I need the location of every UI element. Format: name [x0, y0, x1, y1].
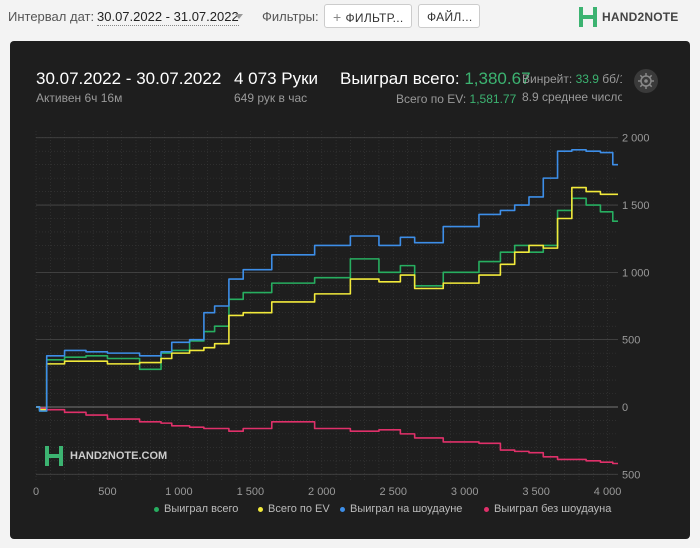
file-button-label: ФАЙЛ... [427, 10, 473, 24]
winrate-label: Винрейт: [522, 72, 573, 86]
chevron-down-icon[interactable] [235, 14, 243, 19]
hands-per-hour: 649 рук в час [234, 91, 308, 105]
legend-dot-icon [258, 506, 263, 512]
legend-label: Выиграл всего [164, 503, 239, 515]
won-total: Выиграл всего: 1,380.67 [340, 69, 531, 89]
gear-icon [638, 73, 654, 89]
series-line [36, 406, 618, 465]
x-tick-label: 500 [98, 486, 116, 498]
ev-total-label: Всего по EV: [396, 92, 467, 106]
x-tick-label: 1 000 [165, 486, 193, 498]
file-button[interactable]: ФАЙЛ... [418, 4, 480, 28]
hands-count: 4 073 Руки [234, 69, 319, 88]
y-tick-label: 0 [622, 402, 628, 414]
session-period: 30.07.2022 - 30.07.2022 [36, 69, 222, 88]
plus-icon: + [333, 9, 342, 25]
series-line [36, 149, 618, 412]
winrate-value: 33.9 [575, 72, 599, 86]
brand-name: HAND2NOTE [602, 10, 679, 24]
filter-button-label: ФИЛЬТР... [345, 11, 404, 25]
x-tick-label: 0 [33, 486, 39, 498]
won-total-value: 1,380.67 [464, 69, 531, 88]
winrate-unit: бб/1 [602, 72, 622, 86]
graph-panel: 30.07.2022 - 30.07.2022 Активен 6ч 16м 4… [10, 41, 690, 539]
y-tick-label: 2 000 [622, 133, 650, 145]
brand-logo: HAND2NOTE [578, 6, 678, 28]
filter-button[interactable]: + ФИЛЬТР... [324, 4, 412, 28]
active-time: Активен 6ч 16м [36, 91, 123, 105]
ev-total-value: 1,581.77 [469, 92, 517, 106]
filters-label: Фильтры: [262, 9, 319, 24]
y-tick-label: 1 000 [622, 267, 650, 279]
legend-item[interactable]: Выиграл всего [154, 503, 238, 515]
settings-button[interactable] [634, 69, 658, 93]
series-line [36, 186, 618, 411]
watermark-text: HAND2NOTE.COM [70, 450, 168, 462]
x-tick-label: 1 500 [237, 486, 265, 498]
series-line [36, 197, 618, 412]
legend-label: Выиграл на шоудауне [350, 503, 463, 515]
x-tick-label: 2 500 [379, 486, 407, 498]
winrate: Винрейт: 33.9 бб/1 [522, 72, 622, 86]
brand-icon [579, 7, 597, 27]
legend-label: Всего по EV [268, 503, 330, 515]
ev-total: Всего по EV: 1,581.77 [396, 92, 516, 106]
legend-dot-icon [340, 506, 345, 512]
average-stat: 8.9 среднее число [522, 90, 622, 104]
watermark-icon [45, 446, 63, 466]
won-total-label: Выиграл всего: [340, 69, 460, 88]
y-tick-label: 500 [622, 469, 640, 481]
toolbar: Интервал дат: 30.07.2022 - 31.07.2022 Фи… [0, 0, 700, 36]
x-tick-label: 2 000 [308, 486, 336, 498]
y-tick-label: 1 500 [622, 200, 650, 212]
x-tick-label: 3 000 [451, 486, 479, 498]
y-tick-label: 500 [622, 335, 640, 347]
date-range-selector[interactable]: 30.07.2022 - 31.07.2022 [97, 9, 239, 26]
legend-dot-icon [484, 506, 489, 512]
chart-series [36, 149, 618, 465]
legend-item[interactable]: Выиграл на шоудауне [340, 503, 462, 515]
legend-item[interactable]: Всего по EV [258, 503, 330, 515]
legend-dot-icon [154, 506, 159, 512]
legend-item[interactable]: Выиграл без шоудауна [484, 503, 611, 515]
x-tick-label: 4 000 [594, 486, 622, 498]
x-tick-label: 3 500 [522, 486, 550, 498]
profit-chart: 2 000 1 500 1 000 500 0 500 0 500 1 000 1 500 2 00… [33, 131, 650, 498]
date-range-label: Интервал дат: [8, 9, 95, 24]
chart-axes: 2 000 1 500 1 000 500 0 500 0 500 1 000 1 500 2 00… [33, 133, 650, 498]
legend-label: Выиграл без шоудауна [494, 503, 612, 515]
